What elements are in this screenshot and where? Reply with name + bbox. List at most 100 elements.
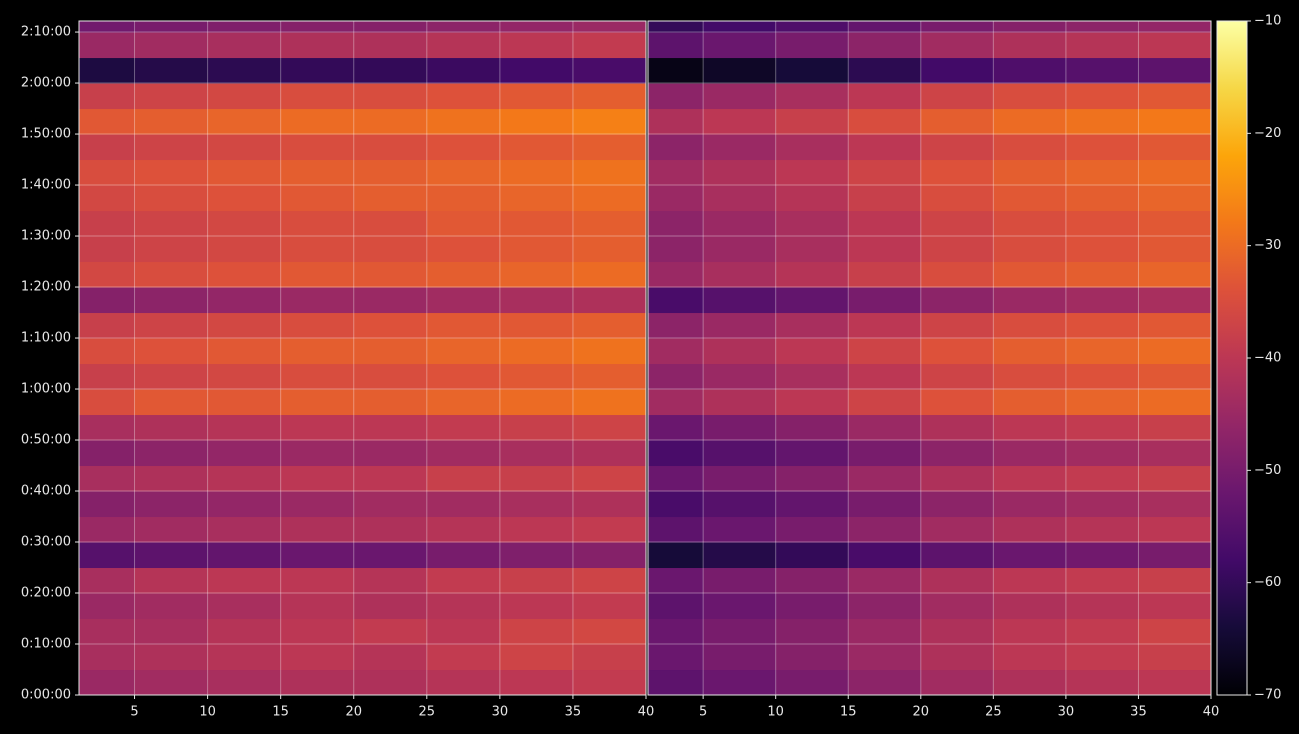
heat-cell [280, 414, 355, 441]
y-tick-label: 0:20:00 [21, 586, 71, 601]
heat-cell [993, 236, 1067, 263]
heat-cell [134, 108, 209, 135]
heat-cell [648, 236, 704, 263]
heat-cell [920, 261, 994, 288]
heat-cell [1065, 593, 1139, 620]
heat-cell [207, 414, 282, 441]
heat-cell [775, 261, 849, 288]
heat-cell [353, 185, 428, 212]
heat-cell [775, 542, 849, 569]
heat-cell [703, 389, 777, 416]
heat-cell [648, 32, 704, 59]
heat-cell [134, 542, 209, 569]
heat-cell [499, 134, 574, 161]
heat-cell [353, 669, 428, 695]
heat-cell [426, 287, 501, 314]
heat-cell [1138, 440, 1211, 467]
heat-cell [207, 108, 282, 135]
heat-cell [1138, 542, 1211, 569]
heat-cell [1065, 363, 1139, 390]
heat-cell [775, 312, 849, 339]
heat-cell [993, 83, 1067, 110]
y-tick-label: 1:40:00 [21, 178, 71, 193]
heat-cell [1065, 261, 1139, 288]
heat-cell [703, 261, 777, 288]
heat-cell [993, 465, 1067, 492]
x-tick-label: 15 [272, 705, 289, 720]
heat-cell [920, 491, 994, 518]
heat-cell [79, 134, 136, 161]
colorbar-tick-label: −30 [1254, 238, 1281, 253]
heat-cell [207, 210, 282, 237]
heat-cell [920, 542, 994, 569]
heat-cell [134, 516, 209, 543]
heat-cell [426, 516, 501, 543]
heat-cell [848, 338, 922, 365]
heat-cell [775, 465, 849, 492]
heat-cell [426, 593, 501, 620]
heat-cell [848, 363, 922, 390]
heat-cell [993, 32, 1067, 59]
heat-cell [79, 542, 136, 569]
heat-cell [775, 669, 849, 695]
heat-cell [848, 134, 922, 161]
heat-cell [134, 83, 209, 110]
heat-cell [1138, 287, 1211, 314]
heat-cell [848, 669, 922, 695]
heat-cell [648, 542, 704, 569]
heat-cell [280, 644, 355, 671]
heat-cell [993, 287, 1067, 314]
heat-cell [79, 465, 136, 492]
y-tick-label: 0:50:00 [21, 433, 71, 448]
heat-cell [1065, 414, 1139, 441]
heat-cell [1138, 210, 1211, 237]
colorbar-tick-label: −70 [1254, 688, 1281, 703]
heat-cell [572, 542, 646, 569]
heat-cell [920, 465, 994, 492]
heat-cell [775, 644, 849, 671]
heat-cell [703, 465, 777, 492]
heat-cell [353, 21, 428, 33]
heat-cell [703, 32, 777, 59]
axes-frame [647, 20, 1212, 696]
heat-cell [775, 210, 849, 237]
y-tick-label: 0:00:00 [21, 688, 71, 703]
heat-cell [648, 593, 704, 620]
heat-cell [280, 32, 355, 59]
heat-cell [848, 210, 922, 237]
heat-cell [648, 83, 704, 110]
heat-cell [775, 57, 849, 84]
heat-cell [703, 414, 777, 441]
heat-cell [1138, 312, 1211, 339]
axes-frame [78, 20, 647, 696]
heat-cell [648, 363, 704, 390]
heat-cell [572, 338, 646, 365]
heat-cell [572, 83, 646, 110]
heat-cell [426, 618, 501, 645]
heat-cell [775, 593, 849, 620]
heat-cell [426, 108, 501, 135]
heat-cell [426, 338, 501, 365]
heat-cell [993, 414, 1067, 441]
heat-cell [648, 185, 704, 212]
heat-cell [648, 312, 704, 339]
heat-cell [79, 414, 136, 441]
heat-cell [648, 465, 704, 492]
heat-cell [426, 567, 501, 594]
heat-cell [993, 542, 1067, 569]
heat-cell [280, 21, 355, 33]
heat-cell [207, 159, 282, 186]
heat-cell [703, 618, 777, 645]
heat-cell [353, 312, 428, 339]
heat-cell [572, 134, 646, 161]
heat-cell [1065, 669, 1139, 695]
heat-cell [499, 185, 574, 212]
heat-cell [920, 567, 994, 594]
heat-cell [207, 593, 282, 620]
heat-cell [993, 618, 1067, 645]
heat-cell [1065, 618, 1139, 645]
x-tick-label: 20 [345, 705, 362, 720]
heat-cell [1138, 185, 1211, 212]
heat-cell [353, 236, 428, 263]
heat-cell [353, 159, 428, 186]
